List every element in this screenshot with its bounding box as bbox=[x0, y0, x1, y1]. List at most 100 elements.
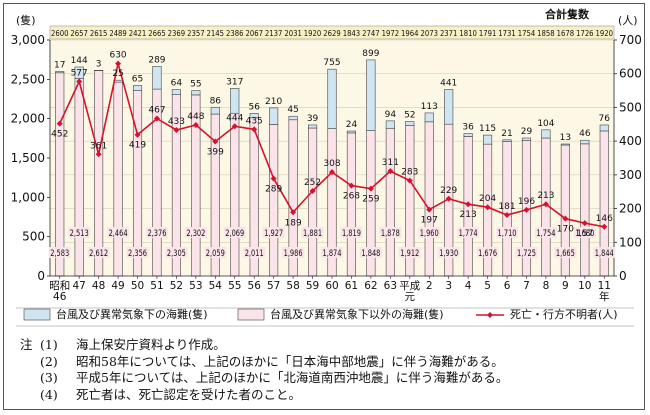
deaths-marker bbox=[523, 206, 530, 213]
typhoon-wreck-value: 25 bbox=[112, 69, 123, 79]
bar-typhoon-wreck bbox=[580, 139, 590, 145]
deaths-value: 448 bbox=[187, 112, 204, 122]
label-bg bbox=[515, 247, 538, 258]
total-value: 2386 bbox=[226, 29, 244, 38]
bar-other-wreck bbox=[580, 143, 590, 277]
bar-other-wreck bbox=[269, 124, 279, 277]
right-tick-label: 0 bbox=[619, 269, 627, 283]
totals-band bbox=[49, 25, 615, 40]
typhoon-wreck-value: 21 bbox=[501, 129, 512, 139]
deaths-marker bbox=[601, 223, 608, 230]
total-value: 1810 bbox=[459, 29, 477, 38]
deaths-value: 181 bbox=[498, 202, 515, 212]
bar-typhoon-wreck bbox=[288, 115, 298, 121]
other-wreck-value: 2,305 bbox=[167, 249, 186, 259]
x-tick-label: 49 bbox=[111, 280, 124, 292]
x-tick-label: 61 bbox=[345, 280, 358, 292]
typhoon-wreck-value: 36 bbox=[462, 123, 474, 133]
note-number: (2) bbox=[40, 353, 58, 369]
other-wreck-value: 1,680 bbox=[575, 229, 594, 239]
other-wreck-value: 1,774 bbox=[459, 229, 478, 239]
total-value: 1972 bbox=[382, 29, 400, 38]
right-tick-label: 100 bbox=[619, 235, 642, 249]
x-tick-label: 4 bbox=[465, 280, 472, 292]
total-value: 1731 bbox=[498, 29, 516, 38]
x-tick-label: 55 bbox=[228, 280, 241, 292]
right-tick-label: 200 bbox=[619, 202, 642, 216]
bar-typhoon-wreck bbox=[132, 85, 143, 91]
label-bg bbox=[282, 247, 305, 258]
deaths-marker bbox=[348, 182, 355, 189]
other-wreck-value: 2,302 bbox=[186, 229, 205, 239]
typhoon-wreck-value: 24 bbox=[346, 120, 358, 130]
total-value: 1791 bbox=[479, 29, 497, 38]
typhoon-wreck-value: 64 bbox=[171, 79, 183, 89]
deaths-value: 452 bbox=[51, 130, 68, 140]
other-wreck-value: 1,676 bbox=[478, 249, 497, 259]
bar-typhoon-wreck bbox=[55, 71, 65, 74]
deaths-marker bbox=[290, 209, 297, 216]
label-bg bbox=[87, 247, 110, 258]
left-tick-label: 0 bbox=[37, 269, 45, 283]
deaths-value: 229 bbox=[440, 186, 457, 196]
bar-typhoon-wreck bbox=[599, 124, 609, 132]
label-bg bbox=[48, 247, 71, 258]
y-left-unit: (隻) bbox=[16, 13, 36, 27]
label-bg bbox=[145, 227, 168, 238]
left-tick-label: 3,000 bbox=[11, 33, 45, 47]
other-wreck-value: 1,912 bbox=[400, 249, 419, 259]
other-wreck-value: 2,356 bbox=[128, 249, 147, 259]
left-tick-label: 1,000 bbox=[11, 190, 45, 204]
label-bg bbox=[165, 247, 188, 258]
x-tick-label: 7 bbox=[523, 280, 530, 292]
deaths-marker bbox=[153, 115, 160, 122]
bar-typhoon-wreck bbox=[502, 139, 512, 142]
deaths-marker bbox=[309, 188, 316, 195]
typhoon-wreck-value: 144 bbox=[71, 56, 88, 66]
legend-label-deaths: 死亡・行方不明者(人) bbox=[510, 307, 618, 321]
deaths-value: 146 bbox=[596, 214, 613, 224]
label-bg bbox=[321, 247, 343, 258]
typhoon-wreck-value: 45 bbox=[287, 105, 298, 115]
total-value: 1754 bbox=[518, 29, 536, 38]
label-bg bbox=[457, 227, 480, 238]
other-wreck-value: 1,819 bbox=[342, 229, 361, 239]
x-tick-label: 52 bbox=[170, 280, 183, 292]
label-bg bbox=[593, 247, 616, 258]
total-value: 2357 bbox=[187, 29, 205, 38]
deaths-value: 361 bbox=[90, 141, 107, 151]
other-wreck-value: 1,665 bbox=[556, 249, 575, 259]
label-bg bbox=[301, 227, 324, 238]
x-tick-label: 59 bbox=[306, 280, 319, 292]
x-tick-label: 54 bbox=[209, 280, 223, 292]
other-wreck-value: 2,583 bbox=[50, 249, 69, 259]
note-line: (2) 昭和58年については、上記のほかに「日本海中部地震」に伴う海難がある。 bbox=[20, 354, 508, 371]
x-tick-label: 60 bbox=[325, 280, 338, 292]
total-value: 2369 bbox=[168, 29, 186, 38]
label-bg bbox=[379, 227, 402, 238]
typhoon-wreck-value: 13 bbox=[560, 133, 571, 143]
x-tick-label: 2 bbox=[426, 280, 433, 292]
bar-typhoon-wreck bbox=[483, 134, 493, 145]
note-text: 死亡者は、死亡認定を受けた者のこと。 bbox=[76, 386, 302, 402]
deaths-value: 189 bbox=[285, 218, 302, 228]
note-number: (1) bbox=[40, 337, 58, 352]
typhoon-wreck-value: 56 bbox=[248, 102, 260, 112]
left-tick-label: 500 bbox=[22, 230, 45, 244]
typhoon-wreck-value: 115 bbox=[479, 124, 496, 134]
other-wreck-value: 1,848 bbox=[361, 249, 380, 259]
label-bg bbox=[554, 247, 577, 258]
total-value: 2489 bbox=[109, 29, 127, 38]
deaths-value: 196 bbox=[518, 197, 535, 207]
total-value: 1858 bbox=[537, 29, 555, 38]
total-value: 2137 bbox=[265, 29, 283, 38]
x-tick-label: 47 bbox=[72, 280, 85, 292]
x-tick-label: 51 bbox=[150, 280, 163, 292]
deaths-value: 419 bbox=[129, 141, 146, 151]
deaths-value: 268 bbox=[343, 192, 360, 202]
deaths-marker bbox=[445, 195, 452, 202]
deaths-value: 433 bbox=[168, 117, 185, 127]
typhoon-wreck-value: 755 bbox=[323, 58, 340, 68]
deaths-marker bbox=[212, 138, 219, 145]
deaths-marker bbox=[115, 60, 122, 67]
